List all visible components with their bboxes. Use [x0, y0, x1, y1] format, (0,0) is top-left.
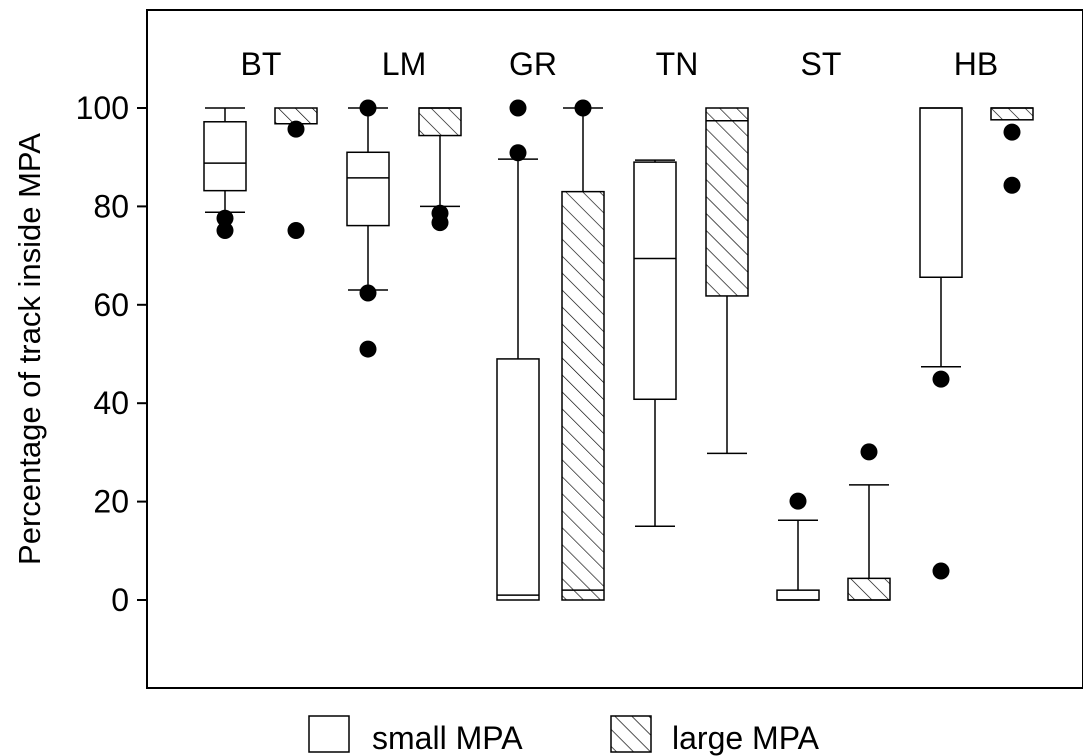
box-bt-large: [274, 107, 318, 240]
box-gr-large: [561, 99, 605, 601]
box-lm-small-outlier-3: [359, 340, 377, 358]
legend-swatch-large-mpa: [610, 715, 652, 753]
plot-frame: [146, 9, 1083, 689]
box-lm-small: [346, 99, 390, 358]
box-hb-large-outlier-1: [1003, 123, 1021, 141]
box-lm-large: [418, 107, 462, 232]
box-gr-small-outlier-2: [509, 144, 527, 162]
box-bt-small-outlier-1: [216, 209, 234, 227]
group-label-st: ST: [801, 46, 842, 82]
y-axis: 0 20 40 60 80 100: [76, 90, 147, 618]
box-lm-small-iqr-box: [346, 151, 390, 227]
y-tick-label-0: 0: [111, 582, 129, 618]
box-gr-large-iqr-box: [561, 190, 605, 601]
legend: small MPA large MPA: [308, 715, 820, 756]
box-tn-large-iqr-box: [705, 107, 749, 297]
y-axis-label: Percentage of track inside MPA: [12, 133, 47, 565]
box-hb-large-outlier-2: [1003, 176, 1021, 194]
box-tn-small-iqr-box: [633, 161, 677, 401]
box-bt-small: [203, 107, 247, 240]
box-tn-small: [633, 159, 677, 527]
box-hb-small-outlier-1: [932, 370, 950, 388]
box-bt-large-outlier-1: [287, 120, 305, 138]
box-gr-large-outlier-1: [574, 99, 592, 117]
box-lm-small-outlier-2: [359, 284, 377, 302]
box-bt-small-outlier-2: [216, 222, 234, 240]
box-gr-small: [496, 99, 540, 601]
box-st-small: [776, 492, 820, 601]
box-lm-large-outlier-2: [431, 214, 449, 232]
group-label-hb: HB: [954, 46, 998, 82]
box-st-small-outlier-1: [789, 492, 807, 510]
box-lm-small-outlier-1: [359, 99, 377, 117]
box-hb-small: [919, 107, 963, 580]
y-tick-label-100: 100: [76, 90, 129, 126]
box-hb-small-outlier-2: [932, 562, 950, 580]
box-bt-small-iqr-box: [203, 121, 247, 192]
box-lm-large-iqr-box: [418, 107, 462, 137]
box-tn-large: [705, 107, 749, 455]
boxplot-groups: [203, 99, 1034, 601]
box-gr-small-outlier-1: [509, 99, 527, 117]
group-label-gr: GR: [509, 46, 557, 82]
box-gr-small-iqr-box: [496, 358, 540, 601]
group-labels: BT LM GR TN ST HB: [241, 46, 999, 82]
y-tick-label-60: 60: [93, 287, 129, 323]
box-st-large: [847, 443, 891, 601]
box-st-large-outlier-1: [860, 443, 878, 461]
group-label-lm: LM: [382, 46, 426, 82]
box-hb-large: [990, 107, 1034, 194]
box-hb-small-iqr-box: [919, 107, 963, 278]
box-st-large-iqr-box: [847, 577, 891, 601]
legend-label-large-mpa: large MPA: [672, 720, 820, 756]
y-tick-label-20: 20: [93, 484, 129, 520]
box-st-small-iqr-box: [776, 589, 820, 601]
group-label-tn: TN: [656, 46, 699, 82]
legend-swatch-small-mpa: [308, 715, 350, 753]
y-tick-label-80: 80: [93, 188, 129, 224]
box-hb-large-iqr-box: [990, 107, 1034, 121]
y-tick-label-40: 40: [93, 385, 129, 421]
box-bt-large-outlier-2: [287, 222, 305, 240]
group-label-bt: BT: [241, 46, 282, 82]
legend-label-small-mpa: small MPA: [372, 720, 523, 756]
